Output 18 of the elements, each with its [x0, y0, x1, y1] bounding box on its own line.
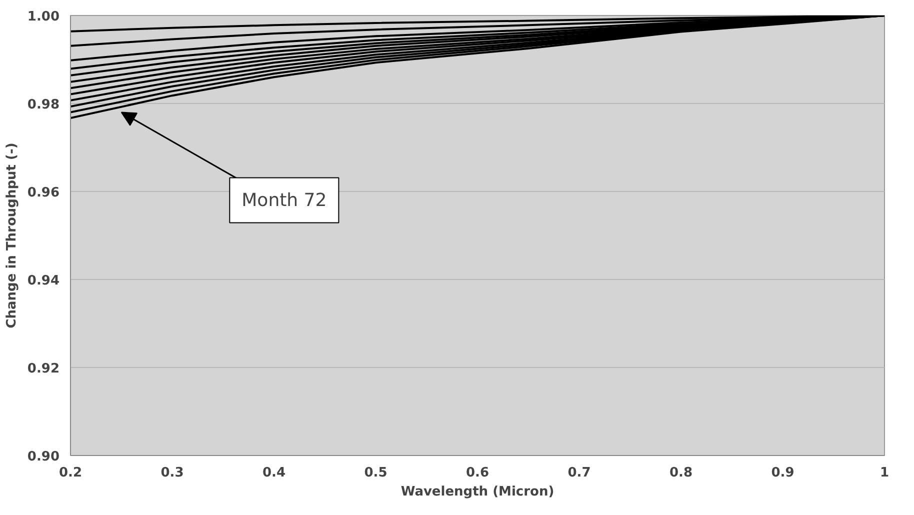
- y-tick-label: 1.00: [27, 10, 60, 24]
- y-tick-label: 0.96: [27, 186, 60, 200]
- x-tick-label: 0.5: [364, 466, 388, 480]
- y-tick-label: 0.92: [27, 362, 60, 376]
- x-tick-label: 0.3: [160, 466, 184, 480]
- x-axis-title: Wavelength (Micron): [400, 484, 554, 500]
- x-tick-label: 0.4: [262, 466, 286, 480]
- y-tick-label: 0.90: [27, 450, 60, 464]
- annotation: Month 72: [242, 190, 327, 211]
- x-tick-label: 1: [880, 466, 890, 480]
- x-tick-label: 0.2: [58, 466, 82, 480]
- x-tick-label: 0.8: [669, 466, 693, 480]
- x-tick-label: 0.7: [568, 466, 591, 480]
- x-tick-label: 0.9: [771, 466, 794, 480]
- y-axis-title: Change in Throughput (-): [4, 142, 20, 328]
- y-tick-label: 0.98: [27, 98, 60, 112]
- x-tick-label: 0.6: [466, 466, 490, 480]
- y-tick-label: 0.94: [27, 274, 60, 288]
